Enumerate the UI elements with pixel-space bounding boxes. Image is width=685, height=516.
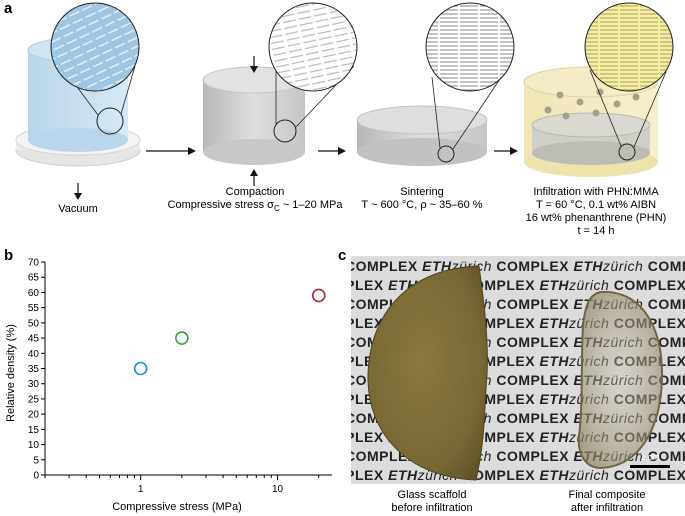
process-arrow-2 [318,147,346,155]
caption-infiltration-1: Infiltration with PHN:MMA [533,186,659,198]
composite-photo: COMPLEX ETHzürich COMPLEX ETHzürich COMP… [351,256,685,484]
caption-sintering-detail: T ~ 600 °C, ρ ~ 35–60 % [361,199,483,211]
watermark-complex: COMPLEX [647,448,685,464]
x-tick-label: 1 [138,484,144,495]
chart-points [133,288,326,376]
watermark-complex: COMPLEX [613,277,685,293]
process-arrow-1 [146,147,196,155]
stage-compaction [202,2,358,186]
watermark-row: COMPLEX ETHzürich COMPLEX ETHzürich COMP… [351,467,685,483]
stage-sintering [356,2,515,166]
watermark-complex: COMPLEX [496,372,574,388]
y-tick-label: 15 [28,425,40,436]
data-point [311,288,326,303]
watermark-eth: ETH [539,429,569,445]
sample-shapes [367,265,664,481]
watermark-complex: COMPLEX [496,334,574,350]
x-axis-label: Compressive stress (MPa) [112,501,242,513]
watermark-zurich: zürich [568,467,614,483]
watermark-complex: COMPLEX [496,448,574,464]
y-tick-label: 65 [28,273,40,284]
y-tick-label: 60 [28,288,40,299]
watermark-complex: COMPLEX [647,258,685,274]
stage-vacuum [15,2,141,200]
y-tick-label: 30 [28,379,40,390]
watermark-zurich: zürich [602,258,648,274]
final-composite [577,290,664,470]
process-schematic [15,2,674,200]
x-tick-label: 10 [272,484,284,495]
y-tick-label: 20 [28,410,40,421]
scale-bar [630,465,670,468]
y-tick-label: 5 [33,455,39,466]
stage-infiltration [523,2,674,177]
y-axis-label: Relative density (%) [5,324,17,422]
compaction-subscript: C [273,204,280,214]
watermark-complex: COMPLEX [462,467,540,483]
watermark-complex: COMPLEX [496,296,574,312]
y-tick-label: 40 [28,349,40,360]
data-point [175,331,189,345]
y-tick-label: 10 [28,440,40,451]
watermark-complex: COMPLEX [647,296,685,312]
watermark-complex: COMPLEX [496,410,574,426]
caption-compaction-title: Compaction [225,186,285,198]
caption-glass-scaffold-1: Glass scaffold [397,489,467,501]
caption-final-composite-2: after infiltration [570,502,644,514]
watermark-eth: ETH [573,258,603,274]
watermark-eth: ETH [422,258,452,274]
panel-letter-b: b [4,247,14,264]
data-point [133,361,148,376]
panel-letter-a: a [4,0,13,17]
watermark-eth: ETH [539,467,569,483]
y-tick-label: 70 [28,258,40,269]
caption-infiltration-3: 16 wt% phenanthrene (PHN) [525,212,667,224]
y-tick-label: 55 [28,303,40,314]
y-tick-label: 25 [28,394,40,405]
watermark-complex: COMPLEX [351,467,384,483]
compaction-stress-text: Compressive stress σ [167,199,274,211]
process-arrow-3 [494,147,518,155]
watermark-eth: ETH [539,277,569,293]
density-scatter-chart: 0 5 10 15 20 25 30 35 40 45 50 55 60 65 70 1 10 Relative… [5,258,332,513]
glass-scaffold [367,265,488,481]
watermark-complex: COMPLEX [351,277,384,293]
y-tick-label: 0 [33,471,39,482]
scale-bar-label: 1 cm [640,452,660,462]
caption-glass-scaffold-2: before infiltration [391,502,473,514]
y-tick-label: 35 [28,364,40,375]
watermark-complex: COMPLEX [351,315,384,331]
watermark-complex: COMPLEX [613,467,685,483]
y-tick-label: 50 [28,318,40,329]
chart-axes: 0 5 10 15 20 25 30 35 40 45 50 55 60 65 70 1 10 [28,258,332,495]
watermark-eth: ETH [539,353,569,369]
caption-infiltration-2: T = 60 °C, 0.1 wt% AIBN [535,199,657,211]
watermark-zurich: zürich [568,277,614,293]
watermark-complex: COMPLEX [351,258,423,274]
caption-vacuum: Vacuum [58,203,98,215]
watermark-complex: COMPLEX [496,258,574,274]
y-tick-label: 45 [28,334,40,345]
watermark-eth: ETH [388,467,418,483]
watermark-row: COMPLEX ETHzürich COMPLEX ETHzürich COMP… [351,258,685,274]
compaction-range-text: ~ 1–20 MPa [279,199,343,211]
watermark-complex: COMPLEX [351,429,384,445]
caption-infiltration-4: t = 14 h [577,225,615,237]
panel-letter-c: c [338,247,347,264]
watermark-eth: ETH [539,391,569,407]
watermark-eth: ETH [539,315,569,331]
caption-sintering-title: Sintering [400,186,444,198]
caption-final-composite-1: Final composite [568,489,646,501]
caption-compaction-detail: Compressive stress σC ~ 1–20 MPa [155,199,355,215]
